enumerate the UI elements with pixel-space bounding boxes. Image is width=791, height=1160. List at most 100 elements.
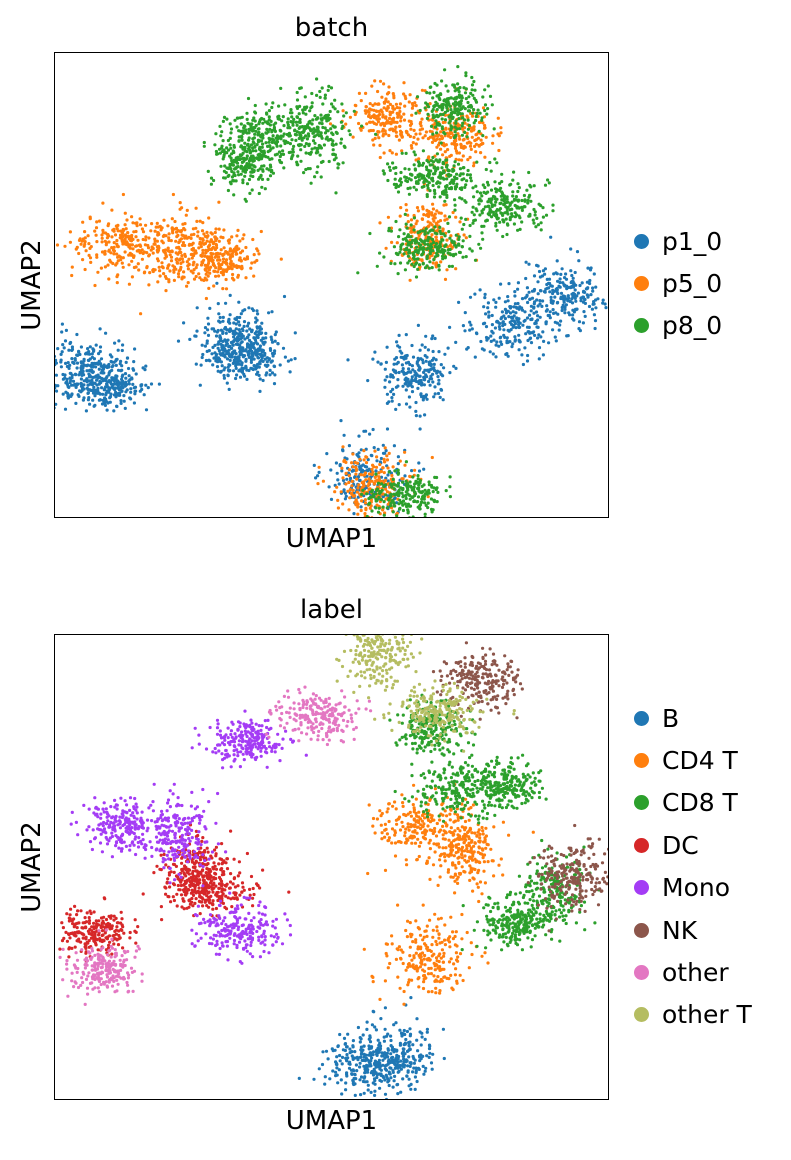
data-point: [157, 249, 160, 252]
data-point: [430, 337, 433, 340]
data-point: [504, 205, 507, 208]
data-point: [584, 302, 587, 305]
data-point: [126, 357, 129, 360]
data-point: [470, 76, 473, 79]
data-point: [564, 272, 567, 275]
data-point: [247, 322, 250, 325]
data-point: [475, 332, 478, 335]
data-point: [192, 227, 195, 230]
data-point: [311, 118, 314, 121]
data-point: [418, 263, 421, 266]
data-point: [425, 130, 428, 133]
data-point: [362, 449, 365, 452]
data-point: [551, 328, 554, 331]
data-point: [148, 253, 151, 256]
data-point: [403, 474, 406, 477]
data-point: [543, 273, 546, 276]
data-point: [525, 261, 528, 264]
data-point: [483, 348, 486, 351]
data-point: [424, 106, 427, 109]
data-point: [507, 299, 510, 302]
data-point: [419, 132, 422, 135]
data-point: [520, 220, 523, 223]
data-point: [418, 469, 421, 472]
data-point: [212, 242, 215, 245]
data-point: [406, 508, 409, 511]
data-point: [207, 287, 210, 290]
data-point: [223, 377, 226, 380]
data-point: [390, 474, 393, 477]
data-point: [211, 363, 214, 366]
data-point: [471, 88, 474, 91]
data-point: [516, 288, 519, 291]
data-point: [246, 118, 249, 121]
data-point: [190, 253, 193, 256]
data-point: [315, 77, 318, 80]
data-point: [303, 145, 306, 148]
data-point: [183, 276, 186, 279]
data-point: [107, 222, 110, 225]
data-point: [219, 165, 222, 168]
data-point: [266, 364, 269, 367]
data-point: [55, 374, 58, 377]
data-point: [370, 85, 373, 88]
data-point: [432, 184, 435, 187]
data-point: [276, 153, 279, 156]
data-point: [514, 322, 517, 325]
data-point: [360, 125, 363, 128]
data-point: [391, 400, 394, 403]
data-point: [390, 518, 393, 519]
data-point: [439, 245, 442, 248]
data-point: [385, 375, 388, 378]
data-point: [498, 189, 501, 192]
data-point: [491, 142, 494, 145]
data-point: [486, 306, 489, 309]
data-point: [195, 275, 198, 278]
data-point: [413, 469, 416, 472]
data-point: [464, 183, 467, 186]
data-point: [432, 366, 435, 369]
data-point: [548, 181, 551, 184]
data-point: [550, 296, 553, 299]
data-point: [358, 468, 361, 471]
data-point: [341, 502, 344, 505]
data-point: [206, 240, 209, 243]
data-point: [366, 515, 369, 518]
data-point: [405, 361, 408, 364]
data-point: [399, 248, 402, 251]
data-point: [341, 449, 344, 452]
data-point: [107, 373, 110, 376]
data-point: [469, 323, 472, 326]
data-point: [424, 516, 427, 518]
data-point: [378, 507, 381, 510]
data-point: [225, 278, 228, 281]
data-point: [281, 149, 284, 152]
data-point: [248, 178, 251, 181]
data-point: [220, 263, 223, 266]
data-point: [76, 362, 79, 365]
data-point: [538, 346, 541, 349]
data-point: [101, 393, 104, 396]
data-point: [166, 267, 169, 270]
data-point: [433, 195, 436, 198]
data-point: [350, 461, 353, 464]
data-point: [319, 145, 322, 148]
data-point: [449, 253, 452, 256]
data-point: [220, 130, 223, 133]
data-point: [77, 393, 80, 396]
data-point: [397, 502, 400, 505]
data-point: [368, 121, 371, 124]
data-point: [437, 122, 440, 125]
data-point: [403, 372, 406, 375]
data-point: [216, 343, 219, 346]
data-point: [383, 151, 386, 154]
data-point: [83, 243, 86, 246]
data-point: [403, 105, 406, 108]
data-point: [383, 500, 386, 503]
data-point: [217, 312, 220, 315]
data-point: [181, 257, 184, 260]
data-point: [170, 249, 173, 252]
data-point: [245, 200, 248, 203]
data-point: [336, 110, 339, 113]
